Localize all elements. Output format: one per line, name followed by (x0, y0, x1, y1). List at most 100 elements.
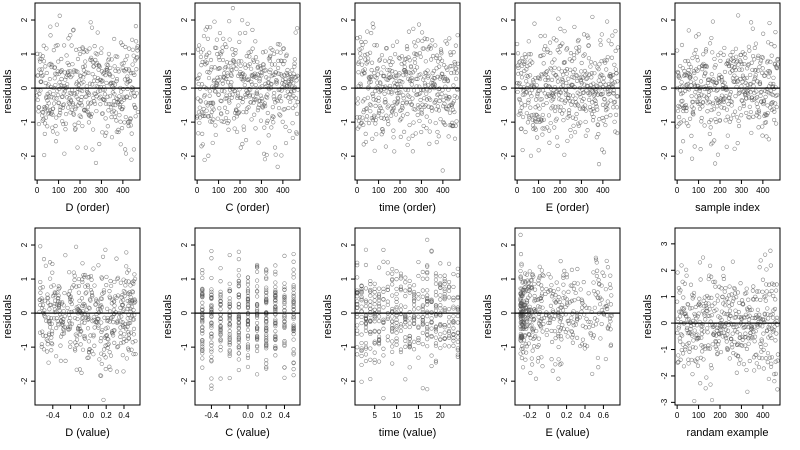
data-point (42, 106, 47, 112)
data-point (218, 376, 223, 381)
data-point (261, 62, 266, 67)
data-point (681, 118, 686, 123)
data-point (117, 113, 122, 118)
data-point (438, 297, 443, 302)
data-point (370, 91, 375, 96)
data-point (225, 121, 230, 126)
data-point (94, 109, 99, 114)
data-point (114, 256, 119, 261)
data-point (125, 74, 130, 79)
data-point (567, 114, 572, 119)
data-point (612, 99, 618, 104)
plot-frame (514, 227, 621, 406)
y-tick-label: 2 (340, 17, 349, 22)
data-point (225, 110, 230, 115)
data-point (550, 60, 555, 65)
data-point (74, 244, 79, 249)
data-point (707, 131, 712, 136)
data-point (564, 71, 569, 76)
data-point (438, 345, 443, 351)
data-point (116, 69, 121, 74)
data-point (65, 305, 70, 310)
data-point (61, 327, 66, 332)
data-point (258, 93, 263, 98)
data-point (576, 121, 581, 126)
data-point (416, 355, 421, 360)
data-point (372, 298, 377, 303)
data-point (381, 346, 386, 351)
data-point (39, 67, 44, 72)
data-point (103, 73, 108, 78)
data-point (95, 52, 100, 57)
data-point (381, 326, 386, 331)
data-point (49, 63, 55, 68)
data-point (103, 355, 108, 360)
data-point (436, 92, 441, 97)
data-point (560, 322, 565, 328)
data-point (396, 73, 401, 78)
data-point (745, 82, 750, 87)
data-point (98, 373, 103, 378)
data-point (556, 104, 561, 109)
data-point (240, 18, 245, 23)
data-point (443, 122, 448, 127)
data-point (571, 93, 576, 98)
data-point (388, 74, 394, 79)
data-point (394, 73, 399, 79)
data-point (71, 92, 77, 97)
data-point (44, 46, 49, 51)
data-point (405, 111, 410, 117)
points (195, 6, 300, 169)
data-point (389, 113, 394, 118)
data-point (81, 68, 86, 73)
data-point (602, 97, 607, 102)
y-tick-label: 1 (180, 276, 189, 281)
data-point (86, 305, 91, 310)
data-point (99, 50, 104, 56)
data-point (518, 111, 523, 116)
data-point (196, 131, 201, 136)
data-point (118, 119, 123, 124)
data-point (605, 265, 610, 270)
points (200, 248, 296, 391)
data-point (518, 268, 523, 274)
data-point (45, 342, 50, 347)
data-point (714, 119, 719, 125)
y-tick-label: 0 (340, 310, 349, 315)
data-point (209, 65, 214, 70)
data-point (90, 72, 95, 77)
data-point (86, 355, 91, 360)
data-point (757, 80, 762, 85)
data-point (544, 100, 549, 106)
data-point (71, 112, 76, 117)
data-point (50, 261, 55, 267)
data-point (105, 124, 110, 129)
data-point (455, 266, 460, 271)
data-point (433, 98, 438, 103)
data-point (131, 332, 136, 337)
data-point (71, 27, 76, 32)
data-point (87, 347, 92, 352)
data-point (243, 65, 248, 70)
data-point (88, 273, 94, 279)
data-point (598, 42, 603, 47)
data-point (377, 58, 382, 63)
data-point (554, 38, 559, 43)
data-point (227, 92, 232, 97)
data-point (110, 102, 116, 108)
data-point (748, 90, 753, 95)
data-point (725, 87, 730, 92)
data-point (540, 132, 545, 137)
data-point (598, 82, 603, 87)
data-point (380, 126, 385, 132)
data-point (112, 328, 117, 333)
data-point (95, 79, 100, 84)
data-point (748, 109, 753, 115)
data-point (529, 356, 534, 361)
data-point (446, 323, 452, 329)
data-point (246, 77, 251, 83)
data-point (688, 79, 693, 84)
data-point (56, 59, 61, 64)
data-point (49, 348, 54, 353)
data-point (416, 340, 421, 346)
